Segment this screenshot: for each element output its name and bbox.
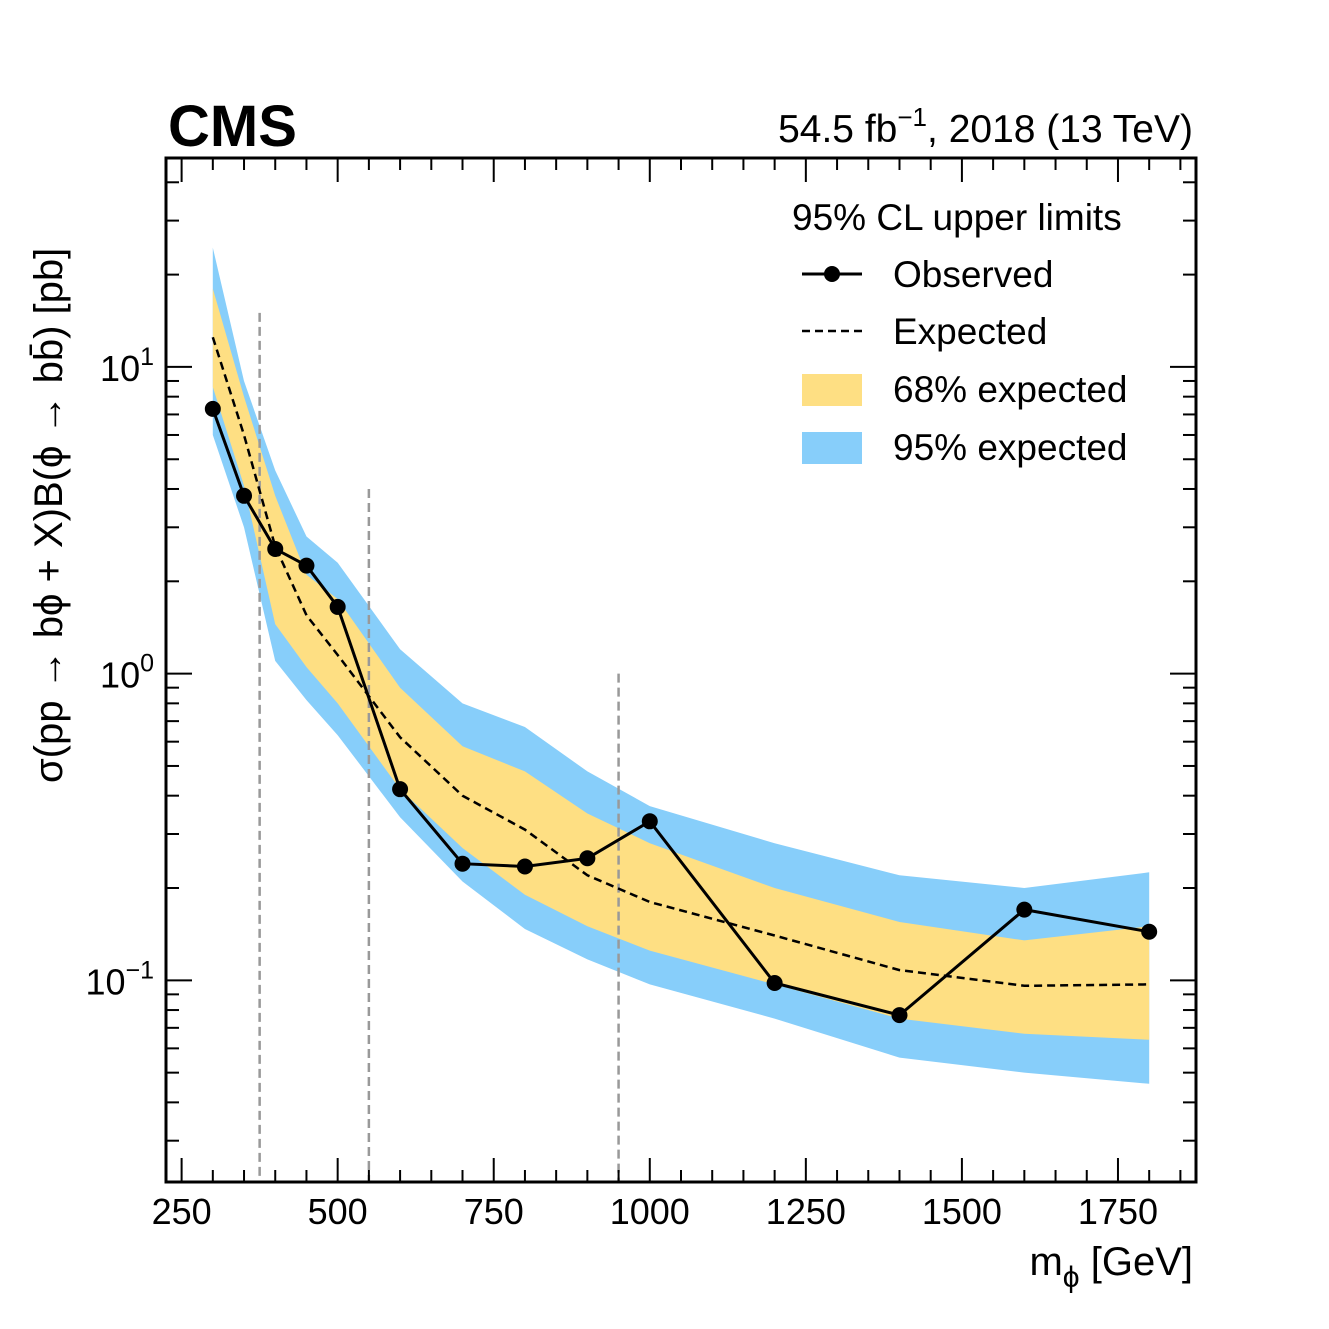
observed-point (1016, 901, 1033, 918)
legend-header: 95% CL upper limits (792, 197, 1122, 238)
legend-observed-label: Observed (893, 254, 1053, 295)
experiment-label: CMS (168, 94, 297, 159)
observed-point (204, 400, 221, 417)
x-tick-label: 1000 (610, 1191, 690, 1232)
y-tick-label-base: 10 (100, 655, 140, 696)
x-axis-title: mϕ [GeV] (1029, 1240, 1193, 1294)
legend-95-swatch (802, 432, 862, 464)
observed-point (1141, 923, 1158, 940)
observed-point (454, 855, 471, 872)
observed-point (579, 850, 596, 867)
x-tick-label: 750 (464, 1191, 524, 1232)
y-axis-title: σ(pp → bϕ + X)B(ϕ → bb̄) [pb] (27, 248, 71, 783)
lumi-exponent: −1 (897, 102, 927, 132)
y-tick-label-exponent: 1 (140, 343, 154, 371)
x-tick-label: 250 (152, 1191, 212, 1232)
observed-point (298, 557, 315, 574)
observed-point (516, 858, 533, 875)
observed-point (267, 540, 284, 557)
band-68-area (212, 288, 1150, 1040)
observed-point (891, 1007, 908, 1024)
x-tick-label: 1250 (766, 1191, 846, 1232)
lumi-value: 54.5 fb (778, 108, 897, 151)
y-tick-label-exponent: 0 (140, 650, 154, 678)
legend-observed-marker (824, 266, 840, 282)
x-tick-label: 500 (308, 1191, 368, 1232)
luminosity-label: 54.5 fb−1, 2018 (13 TeV) (778, 102, 1193, 151)
y-tick-label-base: 10 (100, 348, 140, 389)
axis-ticks (166, 158, 1196, 1182)
observed-point (329, 598, 346, 615)
y-tick-label: 100 (100, 650, 154, 696)
legend: 95% CL upper limits Observed Expected 68… (792, 197, 1128, 468)
legend-expected-label: Expected (893, 311, 1047, 352)
observed-point (236, 487, 253, 504)
observed-limit-series (204, 400, 1158, 1024)
observed-point (392, 781, 409, 798)
observed-point (766, 975, 783, 992)
observed-point (641, 813, 658, 830)
legend-68-label: 68% expected (893, 369, 1128, 410)
lumi-suffix: , 2018 (13 TeV) (927, 108, 1193, 151)
y-tick-label: 10−1 (85, 956, 154, 1002)
band-68-expected (212, 288, 1150, 1040)
mass-range-dividers (258, 312, 620, 1182)
x-tick-labels: 250 500 750 1000 1250 1500 1750 (152, 1191, 1158, 1232)
legend-95-label: 95% expected (893, 427, 1128, 468)
x-tick-label: 1750 (1078, 1191, 1158, 1232)
y-tick-label-exponent: −1 (125, 956, 154, 984)
x-tick-label: 1500 (922, 1191, 1002, 1232)
y-tick-label-base: 10 (85, 961, 125, 1002)
y-tick-label: 101 (100, 343, 154, 389)
legend-68-swatch (802, 374, 862, 406)
